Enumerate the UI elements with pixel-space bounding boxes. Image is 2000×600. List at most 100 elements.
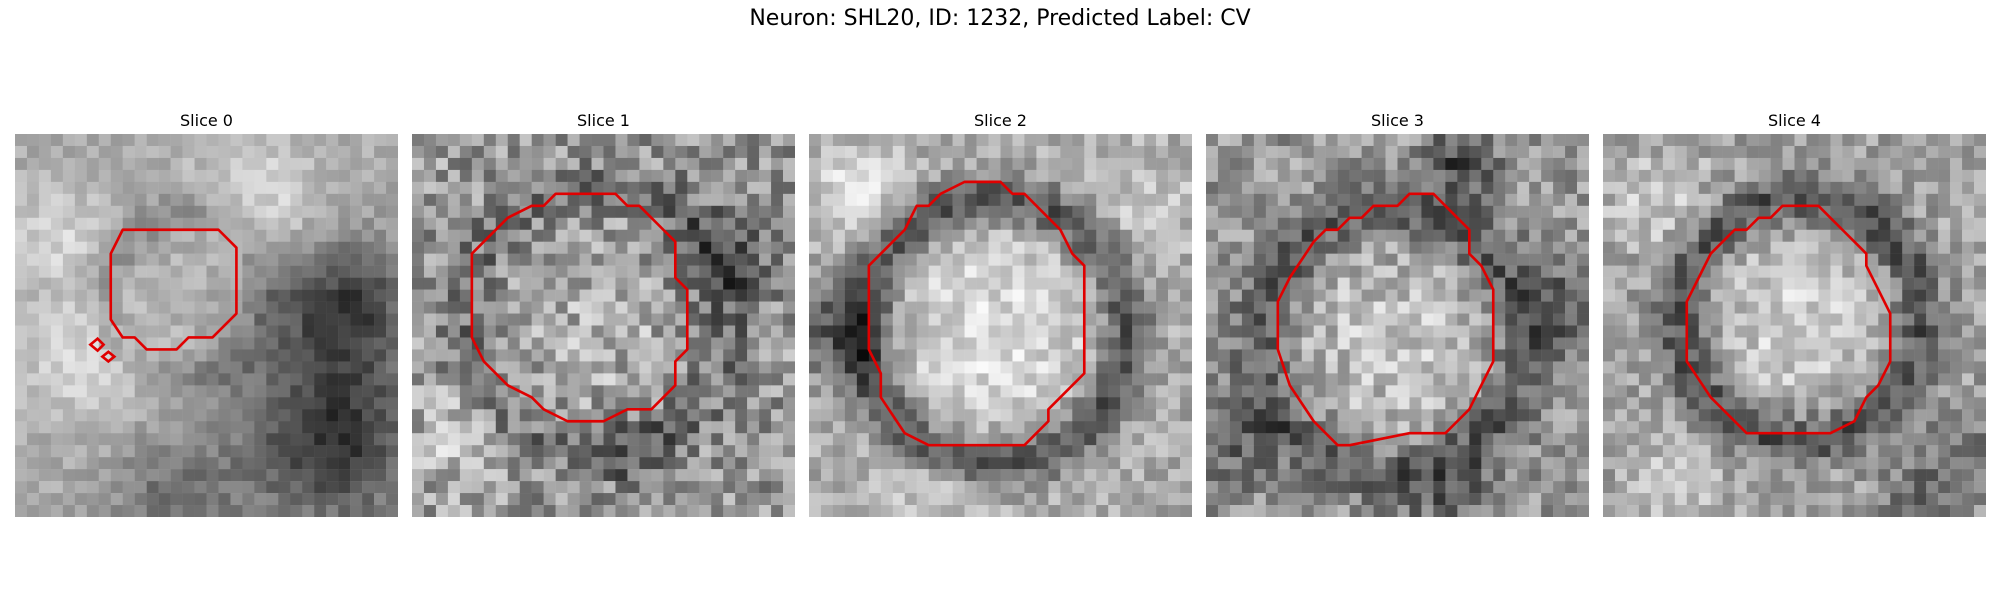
pixel	[844, 349, 858, 362]
pixel	[1180, 421, 1192, 434]
pixel	[1541, 349, 1554, 362]
pixel	[555, 325, 568, 338]
pixel	[1818, 265, 1831, 278]
pixel	[266, 301, 279, 314]
pixel	[1325, 373, 1338, 386]
pixel	[675, 289, 688, 302]
pixel	[158, 469, 171, 482]
slice-panel-4: Slice 4	[1603, 108, 1986, 517]
pixel	[1156, 325, 1169, 338]
pixel	[374, 217, 387, 230]
pixel	[1650, 217, 1664, 230]
pixel	[916, 157, 929, 171]
pixel	[1505, 313, 1518, 326]
pixel	[1806, 169, 1819, 183]
pixel	[471, 313, 485, 326]
pixel	[1313, 301, 1326, 314]
pixel	[1217, 145, 1231, 159]
pixel	[1650, 385, 1664, 398]
pixel	[904, 421, 917, 434]
pixel	[1132, 181, 1145, 195]
pixel	[1012, 349, 1025, 362]
pixel	[1217, 169, 1231, 183]
pixel	[1325, 169, 1338, 183]
pixel	[1048, 265, 1061, 278]
pixel	[1012, 145, 1025, 159]
pixel	[1253, 193, 1267, 207]
pixel	[1758, 229, 1771, 242]
pixel	[675, 181, 688, 195]
pixel	[1926, 253, 1939, 266]
pixel	[98, 145, 111, 159]
pixel	[603, 265, 616, 278]
pixel	[687, 217, 700, 230]
pixel	[976, 217, 989, 230]
pixel	[1806, 229, 1819, 242]
pixel	[1626, 457, 1640, 470]
pixel	[254, 481, 267, 494]
pixel	[1206, 181, 1219, 195]
pixel	[1493, 337, 1506, 350]
pixel	[928, 457, 941, 470]
pixel	[1818, 217, 1831, 230]
pixel	[1156, 385, 1169, 398]
pixel	[699, 457, 712, 470]
pixel	[567, 421, 580, 434]
pixel	[627, 277, 640, 290]
pixel	[1397, 229, 1410, 242]
pixel	[1265, 457, 1279, 470]
pixel	[892, 181, 905, 195]
pixel	[50, 253, 64, 266]
pixel	[1914, 253, 1927, 266]
pixel	[134, 445, 147, 458]
pixel	[1938, 169, 1951, 183]
pixel	[1024, 325, 1037, 338]
pixel	[1553, 505, 1566, 517]
pixel	[218, 409, 231, 422]
pixel	[759, 349, 772, 362]
pixel	[1746, 134, 1759, 147]
pixel	[1553, 277, 1566, 290]
pixel	[1686, 313, 1699, 326]
pixel	[1024, 361, 1037, 374]
pixel	[567, 217, 580, 230]
pixel	[555, 193, 568, 207]
pixel	[952, 481, 965, 494]
pixel	[1553, 385, 1566, 398]
pixel	[62, 217, 76, 230]
pixel	[1048, 134, 1061, 147]
pixel	[266, 253, 279, 266]
pixel	[603, 397, 616, 410]
pixel	[1253, 157, 1267, 171]
pixel	[771, 385, 784, 398]
pixel	[687, 301, 700, 314]
pixel	[1253, 313, 1267, 326]
pixel	[988, 134, 1001, 147]
pixel	[1950, 157, 1963, 171]
pixel	[1012, 361, 1025, 374]
pixel	[880, 325, 894, 338]
pixel	[326, 373, 339, 386]
pixel	[940, 481, 953, 494]
pixel	[218, 457, 231, 470]
pixel	[1854, 289, 1867, 302]
pixel	[326, 433, 339, 446]
pixel	[242, 253, 255, 266]
pixel	[1686, 349, 1699, 362]
pixel	[302, 289, 315, 302]
pixel	[1577, 469, 1589, 482]
pixel	[1253, 445, 1267, 458]
pixel	[1180, 313, 1192, 326]
pixel	[302, 205, 315, 219]
pixel	[1866, 361, 1879, 374]
pixel	[26, 205, 40, 219]
pixel	[1072, 337, 1085, 350]
pixel	[1962, 181, 1975, 195]
pixel	[182, 469, 195, 482]
pixel	[1313, 397, 1326, 410]
pixel	[856, 373, 870, 386]
pixel	[26, 265, 40, 278]
pixel	[170, 385, 183, 398]
pixel	[940, 134, 953, 147]
pixel	[471, 337, 485, 350]
